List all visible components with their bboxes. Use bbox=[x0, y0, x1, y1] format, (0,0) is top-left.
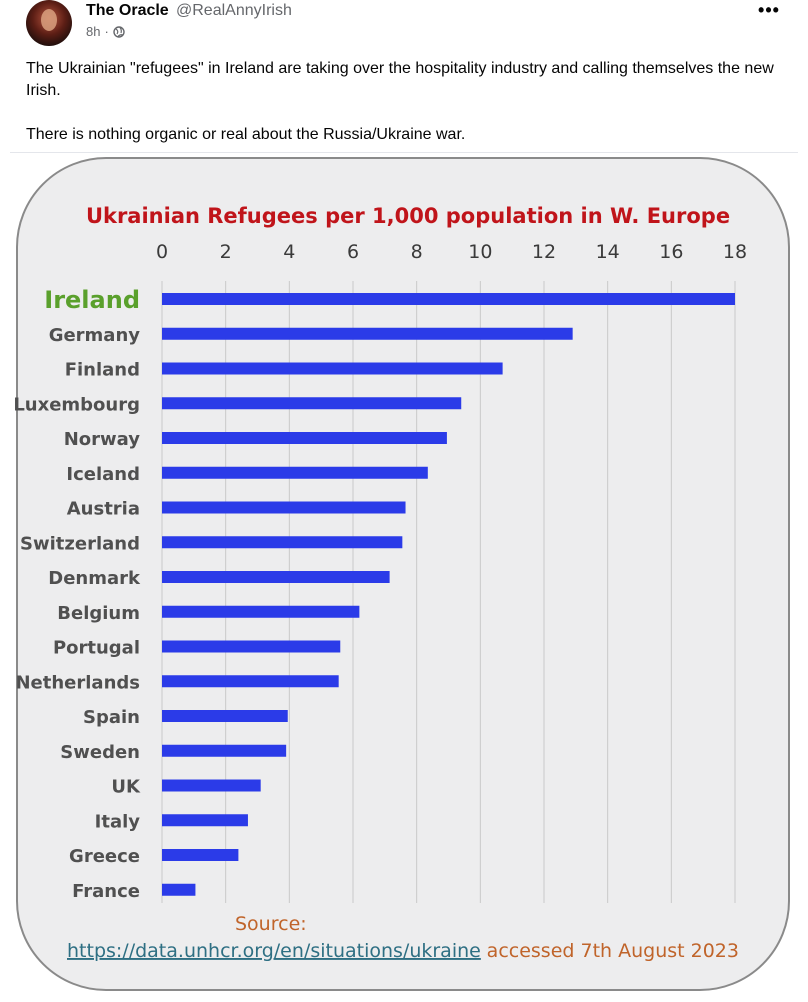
category-label-iceland: Iceland bbox=[66, 464, 140, 485]
source-link[interactable]: https://data.unhcr.org/en/situations/ukr… bbox=[67, 940, 481, 962]
post-header: The Oracle @RealAnnyIrish 8h · ••• bbox=[0, 0, 808, 50]
x-tick-label: 0 bbox=[156, 241, 168, 263]
category-label-denmark: Denmark bbox=[48, 568, 141, 589]
source-label: Source: bbox=[235, 913, 307, 935]
category-label-italy: Italy bbox=[95, 811, 141, 832]
x-tick-label: 12 bbox=[532, 241, 556, 263]
post-meta: 8h · bbox=[86, 24, 125, 39]
globe-icon bbox=[113, 25, 125, 38]
category-label-luxembourg: Luxembourg bbox=[13, 394, 140, 415]
post-image[interactable]: Ukrainian Refugees per 1,000 population … bbox=[10, 152, 798, 999]
bar-ireland bbox=[162, 293, 735, 305]
bar-iceland bbox=[162, 466, 428, 479]
category-label-france: France bbox=[72, 881, 140, 902]
post-time[interactable]: 8h bbox=[86, 24, 101, 39]
bar-belgium bbox=[162, 605, 360, 618]
x-tick-label: 14 bbox=[596, 241, 620, 263]
category-label-uk: UK bbox=[111, 777, 141, 798]
category-label-spain: Spain bbox=[83, 707, 140, 728]
post-paragraph-1: The Ukrainian "refugees" in Ireland are … bbox=[26, 60, 774, 99]
bar-italy bbox=[162, 814, 248, 827]
x-tick-label: 2 bbox=[220, 241, 232, 263]
x-tick-label: 8 bbox=[411, 241, 423, 263]
bar-luxembourg bbox=[162, 397, 462, 410]
x-tick-label: 6 bbox=[347, 241, 359, 263]
bar-norway bbox=[162, 432, 447, 444]
bar-portugal bbox=[162, 640, 341, 653]
category-label-finland: Finland bbox=[65, 360, 140, 381]
category-label-switzerland: Switzerland bbox=[20, 533, 140, 554]
accessed-date: accessed 7th August 2023 bbox=[487, 940, 739, 962]
category-label-netherlands: Netherlands bbox=[15, 672, 140, 693]
bar-sweden bbox=[162, 744, 287, 757]
category-label-ireland: Ireland bbox=[44, 286, 140, 314]
bar-denmark bbox=[162, 571, 390, 583]
bar-netherlands bbox=[162, 675, 339, 688]
category-label-greece: Greece bbox=[69, 846, 140, 867]
chart-title: Ukrainian Refugees per 1,000 population … bbox=[86, 204, 730, 228]
author-handle[interactable]: @RealAnnyIrish bbox=[176, 2, 292, 19]
bar-chart: Ukrainian Refugees per 1,000 population … bbox=[13, 204, 747, 962]
author-name[interactable]: The Oracle bbox=[86, 2, 169, 19]
bar-greece bbox=[162, 849, 239, 861]
bar-germany bbox=[162, 327, 573, 340]
x-tick-label: 4 bbox=[283, 241, 295, 263]
more-options-button[interactable]: ••• bbox=[758, 0, 780, 20]
x-tick-label: 10 bbox=[468, 241, 492, 263]
category-label-portugal: Portugal bbox=[53, 638, 140, 659]
bar-uk bbox=[162, 779, 261, 792]
category-label-belgium: Belgium bbox=[57, 603, 140, 624]
bar-switzerland bbox=[162, 536, 403, 549]
category-label-austria: Austria bbox=[67, 499, 140, 520]
bar-austria bbox=[162, 501, 406, 514]
bar-france bbox=[162, 883, 196, 896]
category-label-norway: Norway bbox=[64, 429, 141, 450]
meta-separator: · bbox=[104, 24, 109, 39]
bar-finland bbox=[162, 362, 503, 375]
post-text: The Ukrainian "refugees" in Ireland are … bbox=[26, 58, 786, 168]
category-label-germany: Germany bbox=[49, 325, 141, 346]
bar-spain bbox=[162, 710, 288, 722]
post-paragraph-2: There is nothing organic or real about t… bbox=[26, 126, 466, 143]
x-tick-label: 18 bbox=[723, 241, 747, 263]
category-label-sweden: Sweden bbox=[60, 742, 140, 763]
avatar[interactable] bbox=[26, 0, 72, 46]
x-tick-label: 16 bbox=[659, 241, 683, 263]
